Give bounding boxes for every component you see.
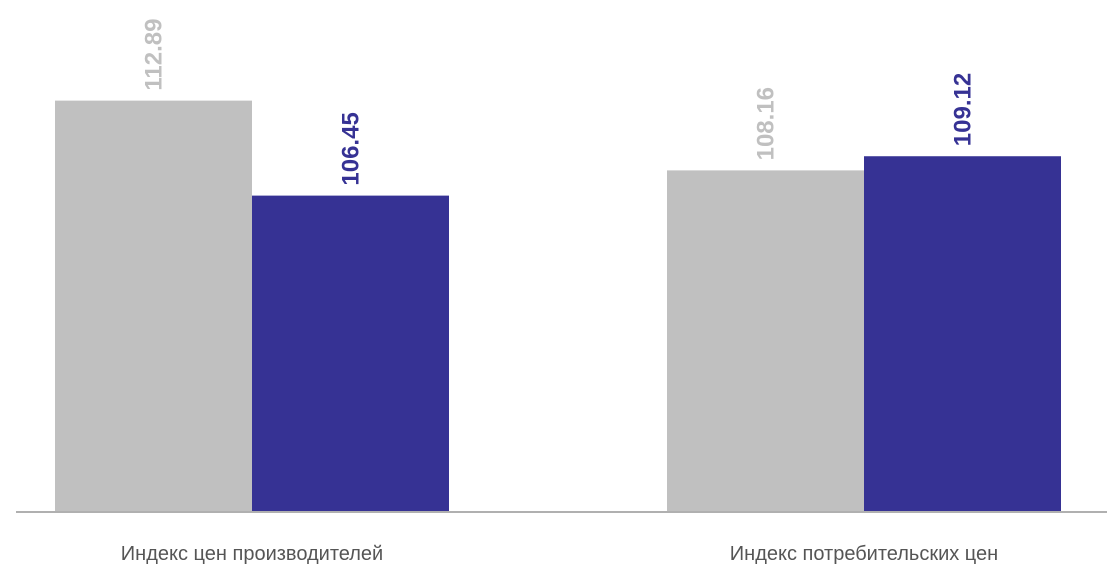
value-label-series-1-category-2: 108.16 <box>753 87 780 160</box>
value-labels-group: 112.89 106.45 108.16 109.12 <box>141 19 977 186</box>
category-labels-group: Индекс цен производителей Индекс потребит… <box>121 543 998 565</box>
value-label-series-1-category-1: 112.89 <box>141 19 168 91</box>
bars-group <box>55 100 1061 513</box>
bar-series-1-category-2 <box>667 170 864 512</box>
bar-series-2-category-1 <box>252 195 449 513</box>
bar-series-2-category-2 <box>864 156 1061 513</box>
category-label-1: Индекс цен производителей <box>121 543 383 565</box>
category-label-2: Индекс потребительских цен <box>730 543 998 565</box>
bar-series-1-category-1 <box>55 100 252 512</box>
value-label-series-2-category-1: 106.45 <box>338 112 365 185</box>
value-label-series-2-category-2: 109.12 <box>950 73 977 146</box>
